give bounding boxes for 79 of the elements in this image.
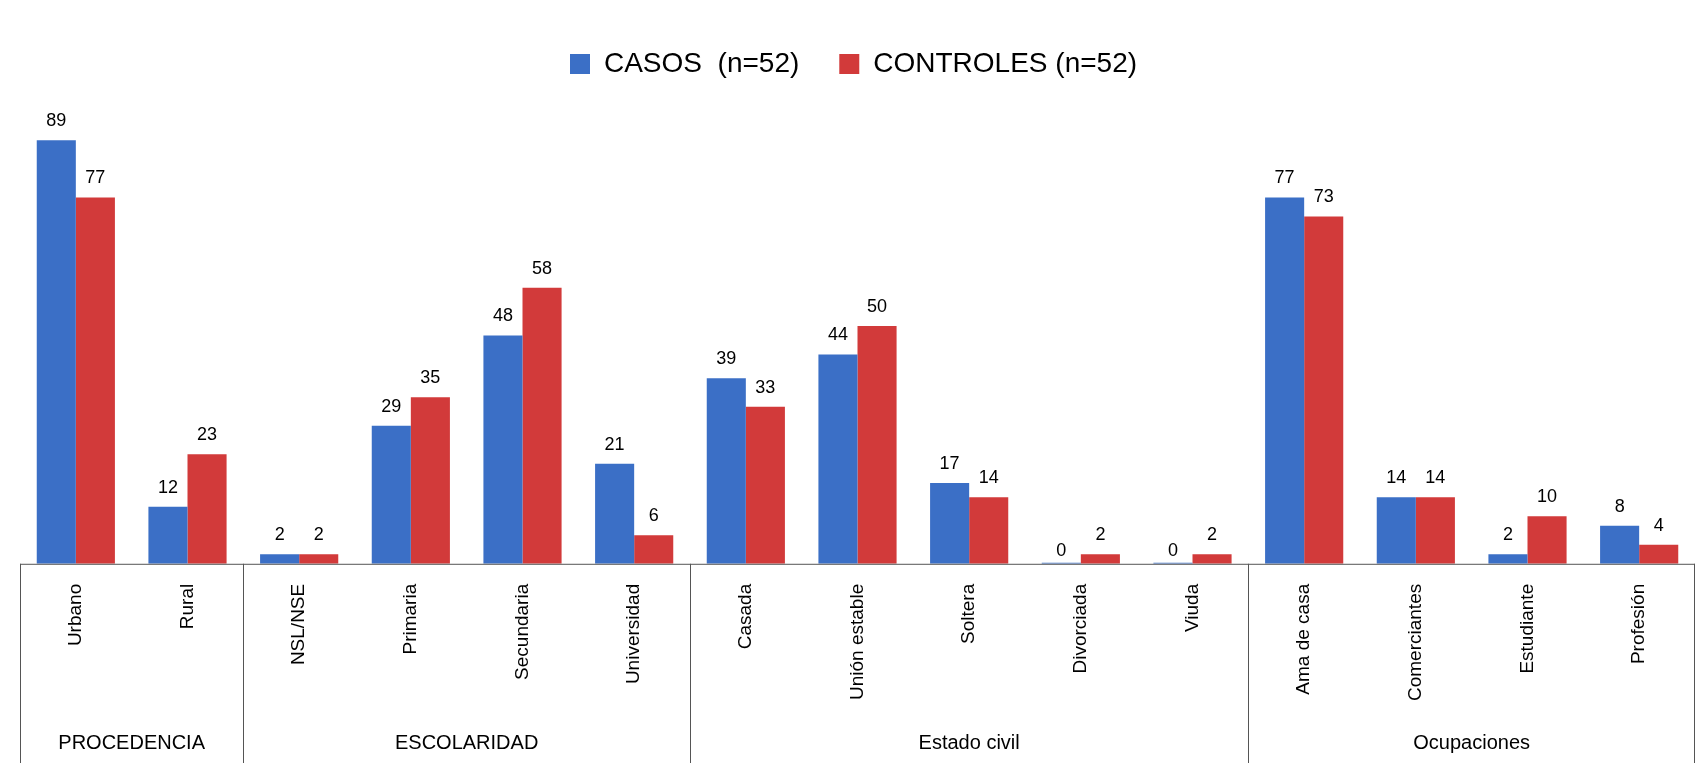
data-label: 73 <box>1313 186 1334 207</box>
bar <box>299 554 339 564</box>
bar <box>1304 216 1344 564</box>
x-tick-label: Ama de casa <box>1292 583 1314 695</box>
bar <box>522 287 562 564</box>
legend-label: CASOS (n=52) <box>603 46 800 78</box>
bar <box>1192 554 1232 564</box>
text: Estado civil <box>918 730 1020 753</box>
data-label: 2 <box>313 524 324 545</box>
data-label: 35 <box>420 367 441 388</box>
data-label: 77 <box>85 167 106 188</box>
bar <box>148 506 188 564</box>
bar <box>706 378 746 564</box>
legend-label: CONTROLES (n=52) <box>873 46 1138 78</box>
x-tick-label: Unión estable <box>845 583 867 700</box>
data-label: 0 <box>1056 539 1067 560</box>
data-label: 14 <box>1386 467 1407 488</box>
data-label: 14 <box>1425 467 1446 488</box>
x-tick-label: Secundaria <box>510 583 532 680</box>
data-label: 50 <box>867 295 888 316</box>
data-label: 77 <box>1274 167 1295 188</box>
data-label: 58 <box>532 257 553 278</box>
data-label: 10 <box>1537 486 1558 507</box>
x-tick-label: Primaria <box>399 583 421 655</box>
bar <box>595 463 635 564</box>
bar <box>187 454 227 564</box>
data-label: 33 <box>755 376 776 397</box>
bar <box>1639 544 1679 564</box>
data-label: 2 <box>274 524 285 545</box>
x-tick-label: Rural <box>175 583 197 630</box>
bar <box>260 554 300 564</box>
x-tick-label: Comerciantes <box>1404 583 1426 702</box>
data-label: 2 <box>1502 524 1513 545</box>
bar <box>36 140 76 564</box>
bar <box>1080 554 1120 564</box>
bar <box>634 535 674 564</box>
text: Ocupaciones <box>1413 730 1531 753</box>
x-tick-label: Urbano <box>64 583 86 647</box>
bar <box>1265 197 1305 564</box>
bar <box>1488 554 1528 564</box>
x-tick-label: Viuda <box>1180 583 1202 633</box>
data-label: 0 <box>1167 539 1178 560</box>
text: ESCOLARIDAD <box>394 730 539 753</box>
bar <box>1376 497 1416 564</box>
x-tick-label: Soltera <box>957 583 979 644</box>
bar <box>1527 516 1567 564</box>
data-label: 12 <box>157 476 178 497</box>
bar <box>410 397 450 564</box>
data-label: 23 <box>197 424 218 445</box>
bar <box>483 335 523 564</box>
bar <box>857 325 897 564</box>
data-label: 17 <box>939 452 960 473</box>
data-label: 39 <box>716 348 737 369</box>
text: PROCEDENCIA <box>58 730 206 753</box>
x-tick-label: Casada <box>734 583 756 650</box>
data-label: 8 <box>1614 495 1625 516</box>
data-label: 89 <box>46 110 67 131</box>
bar <box>75 197 115 564</box>
data-label: 4 <box>1653 514 1664 535</box>
x-tick-label: NSL/NSE <box>287 583 309 666</box>
data-label: 6 <box>648 505 659 526</box>
data-label: 2 <box>1207 524 1218 545</box>
data-label: 48 <box>492 305 513 326</box>
bar <box>930 482 970 564</box>
x-tick-label: Estudiante <box>1515 583 1537 674</box>
x-tick-label: Divorciada <box>1069 583 1091 674</box>
data-label: 44 <box>827 324 848 345</box>
data-label: 14 <box>978 467 999 488</box>
bar <box>1600 525 1640 564</box>
x-tick-label: Profesión <box>1627 583 1649 665</box>
bar <box>745 406 785 564</box>
bar <box>1415 497 1455 564</box>
data-label: 2 <box>1095 524 1106 545</box>
bar <box>818 354 858 564</box>
bar <box>969 497 1009 564</box>
x-tick-label: Universidad <box>622 583 644 685</box>
data-label: 29 <box>381 395 402 416</box>
bar <box>371 425 411 564</box>
data-label: 21 <box>604 433 625 454</box>
